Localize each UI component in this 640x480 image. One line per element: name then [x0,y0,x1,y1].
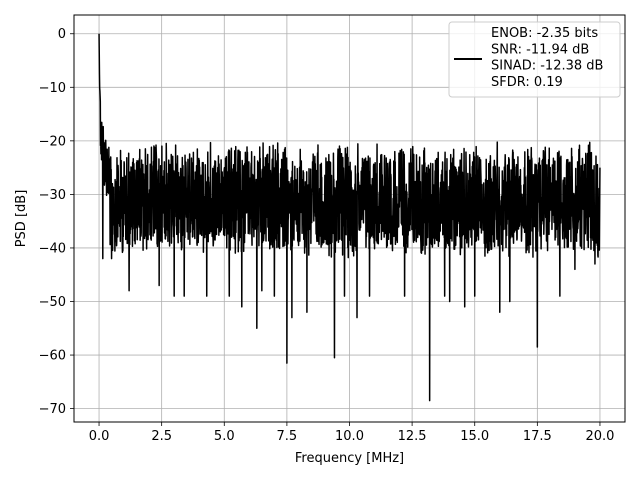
y-ticks: 0 −10 −20 −30 −40 −50 −60 −70 [39,27,74,417]
legend: ENOB: -2.35 bits SNR: -11.94 dB SINAD: -… [448,21,621,98]
y-tick-label: −30 [39,188,66,203]
y-tick-label: −70 [39,402,66,417]
y-tick-label: −60 [39,349,66,364]
y-tick-label: −40 [39,241,66,256]
legend-enob: ENOB: -2.35 bits [491,26,598,41]
y-tick-label: −20 [39,134,66,149]
y-tick-label: −10 [39,81,66,96]
x-tick-label: 17.5 [523,429,552,444]
x-tick-label: 0.0 [89,429,110,444]
y-tick-label: 0 [58,27,66,42]
x-tick-label: 5.0 [214,429,235,444]
x-axis-label: Frequency [MHz] [295,451,404,466]
x-tick-label: 12.5 [398,429,427,444]
y-tick-label: −50 [39,295,66,310]
psd-series-line [98,33,601,402]
x-tick-label: 7.5 [277,429,298,444]
legend-box [448,21,621,98]
series-layer [98,33,601,402]
x-tick-label: 10.0 [335,429,364,444]
legend-snr: SNR: -11.94 dB [491,42,589,57]
x-tick-label: 2.5 [151,429,172,444]
x-tick-label: 20.0 [585,429,614,444]
legend-sfdr: SFDR: 0.19 [491,75,563,90]
y-axis-label: PSD [dB] [14,190,29,248]
x-ticks: 0.0 2.5 5.0 7.5 10.0 12.5 15.0 17.5 20.0 [89,422,614,444]
x-tick-label: 15.0 [460,429,489,444]
legend-sinad: SINAD: -12.38 dB [491,59,603,74]
